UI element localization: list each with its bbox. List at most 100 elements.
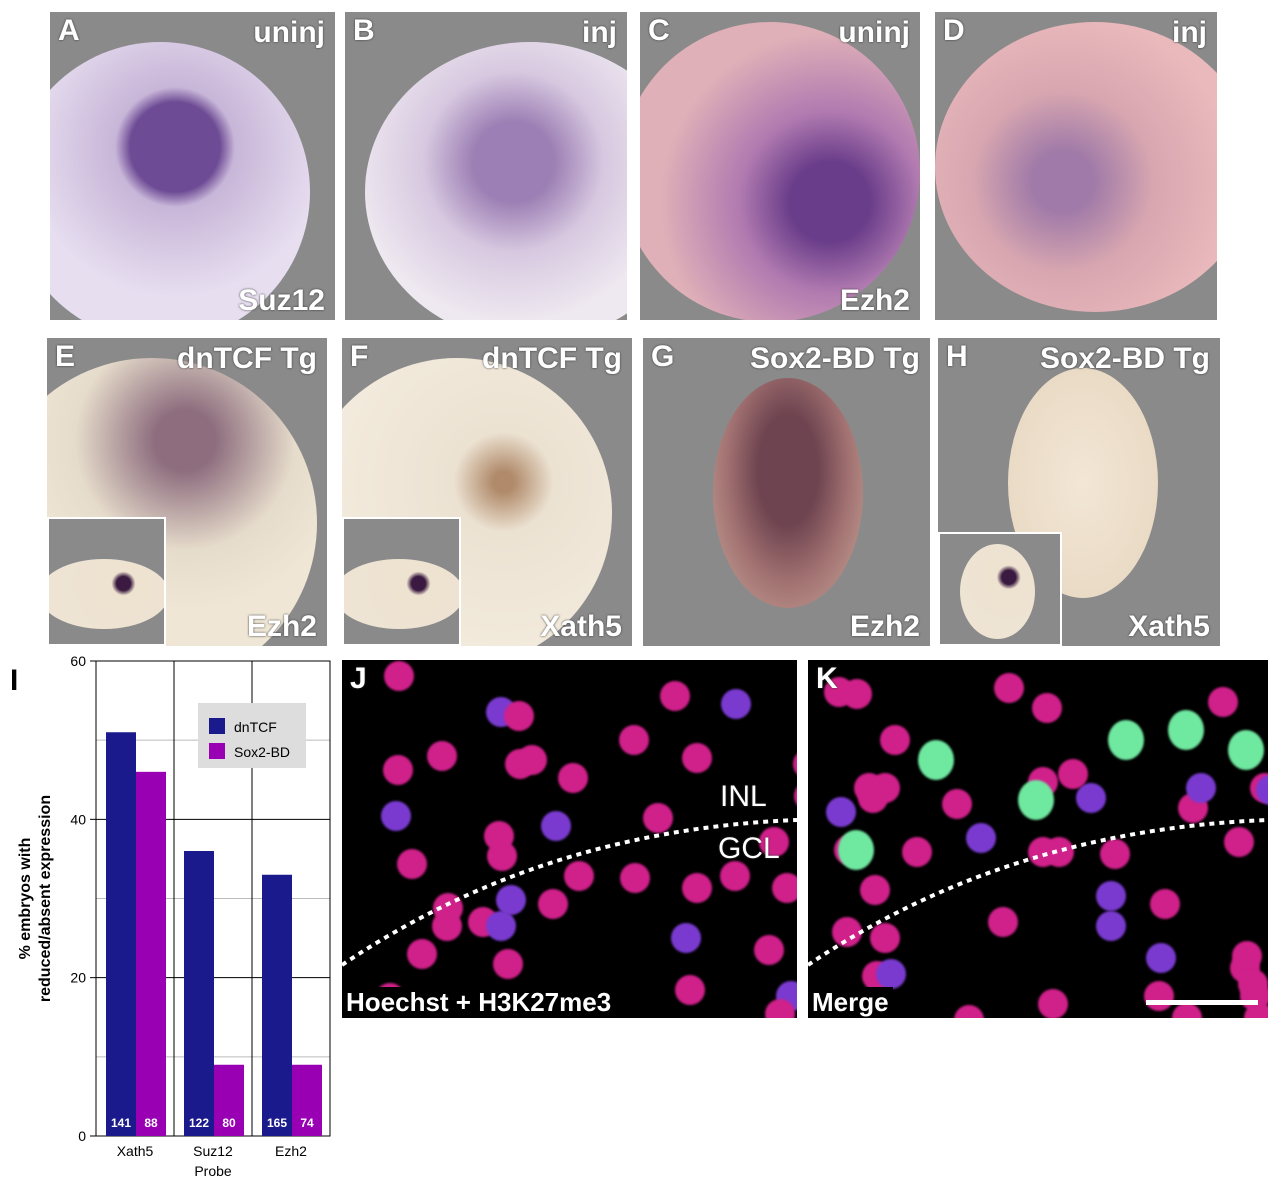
- bar-sox2-bd-ezh2: [292, 1064, 322, 1136]
- nucleus: [1044, 837, 1074, 867]
- x-tick-label: Xath5: [117, 1143, 154, 1159]
- nucleus: [966, 823, 996, 853]
- inl-gcl-boundary: [808, 818, 1268, 967]
- panel-letter: K: [816, 662, 838, 695]
- condition-label: uninj: [253, 16, 325, 49]
- green-cell: [1168, 710, 1204, 750]
- nucleus: [793, 749, 797, 779]
- bar-sox2-bd-xath5: [136, 771, 166, 1136]
- nucleus: [870, 923, 900, 953]
- inset-embryo: [344, 559, 459, 629]
- condition-label: dnTCF Tg: [482, 342, 622, 375]
- bar-sox2-bd-suz12: [214, 1064, 244, 1136]
- image-panel-e: E dnTCF Tg Ezh2: [47, 338, 327, 646]
- nucleus: [1096, 881, 1126, 911]
- y-tick-label: 40: [70, 811, 86, 827]
- nucleus: [826, 797, 856, 827]
- nucleus: [1238, 969, 1268, 999]
- embryo-image: [713, 378, 863, 608]
- y-axis-label: % embryos with reduced/absent expression: [17, 795, 54, 1002]
- nucleus: [1076, 783, 1106, 813]
- nucleus: [824, 677, 854, 707]
- green-cell: [1108, 720, 1144, 760]
- nucleus: [1096, 911, 1126, 941]
- condition-label: inj: [1172, 16, 1207, 49]
- nucleus: [381, 801, 411, 831]
- probe-label: Suz12: [238, 284, 325, 317]
- nucleus: [484, 821, 514, 851]
- nucleus: [1224, 827, 1254, 857]
- panel-letter: I: [10, 664, 18, 697]
- bar-count-label: 80: [222, 1116, 236, 1130]
- image-panel-d: D inj: [935, 12, 1217, 320]
- fluorescence-panel-k: K Merge: [808, 660, 1268, 1018]
- nucleus: [564, 861, 594, 891]
- image-panel-f: F dnTCF Tg Xath5: [342, 338, 632, 646]
- condition-label: dnTCF Tg: [177, 342, 317, 375]
- panel-letter: J: [350, 662, 367, 695]
- scale-bar: [1146, 1000, 1258, 1005]
- nucleus: [772, 873, 797, 903]
- nucleus: [1146, 943, 1176, 973]
- bar-count-label: 88: [144, 1116, 158, 1130]
- panel-letter: H: [946, 340, 968, 373]
- legend-swatch: [209, 743, 225, 759]
- nucleus: [675, 975, 705, 1005]
- embryo-image: [935, 22, 1217, 312]
- y-tick-label: 60: [70, 653, 86, 669]
- nucleus: [902, 837, 932, 867]
- bar-count-label: 141: [111, 1116, 131, 1130]
- nucleus: [1208, 687, 1238, 717]
- x-tick-label: Suz12: [193, 1143, 233, 1159]
- inset-embryo: [49, 559, 164, 629]
- nucleus: [754, 935, 784, 965]
- nucleus: [1172, 1003, 1202, 1018]
- bar-count-label: 165: [267, 1116, 287, 1130]
- nucleus: [876, 959, 906, 989]
- probe-label: Ezh2: [246, 610, 317, 643]
- nucleus: [759, 827, 789, 857]
- legend-label: Sox2-BD: [234, 744, 290, 760]
- inl-label: INL: [720, 780, 767, 813]
- nucleus: [1186, 773, 1216, 803]
- panel-letter: G: [651, 340, 675, 373]
- nucleus: [994, 673, 1024, 703]
- inset-image: [342, 517, 461, 646]
- nucleus: [427, 741, 457, 771]
- green-cell: [1018, 780, 1054, 820]
- nucleus: [517, 745, 547, 775]
- green-cell: [918, 740, 954, 780]
- legend-label: dnTCF: [234, 719, 277, 735]
- y-tick-label: 0: [78, 1128, 86, 1144]
- image-panel-h: H Sox2-BD Tg Xath5: [938, 338, 1220, 646]
- fluorescence-panel-j: J Hoechst + H3K27me3 INL GCL: [342, 660, 797, 1018]
- y-tick-label: 20: [70, 970, 86, 986]
- nucleus: [1232, 941, 1262, 971]
- embryo-image: [365, 42, 627, 320]
- image-panel-g: G Sox2-BD Tg Ezh2: [643, 338, 930, 646]
- panel-letter: F: [350, 340, 369, 373]
- nucleus: [1150, 889, 1180, 919]
- gcl-label: GCL: [718, 832, 780, 865]
- nucleus: [496, 885, 526, 915]
- probe-label: Xath5: [540, 610, 622, 643]
- condition-label: inj: [582, 16, 617, 49]
- panel-letter: D: [943, 14, 965, 47]
- panel-letter: C: [648, 14, 670, 47]
- x-tick-label: Ezh2: [275, 1143, 307, 1159]
- inset-image: [938, 532, 1062, 646]
- nucleus: [721, 689, 751, 719]
- bar-count-label: 74: [300, 1116, 314, 1130]
- nucleus: [660, 681, 690, 711]
- nucleus: [493, 949, 523, 979]
- nucleus: [720, 861, 750, 891]
- nucleus: [682, 873, 712, 903]
- x-axis-label: Probe: [194, 1163, 232, 1179]
- nucleus: [643, 803, 673, 833]
- nucleus: [1256, 775, 1268, 805]
- nucleus: [880, 725, 910, 755]
- green-cell: [838, 830, 874, 870]
- nucleus: [1144, 981, 1174, 1011]
- nucleus: [1032, 693, 1062, 723]
- bar-count-label: 122: [189, 1116, 209, 1130]
